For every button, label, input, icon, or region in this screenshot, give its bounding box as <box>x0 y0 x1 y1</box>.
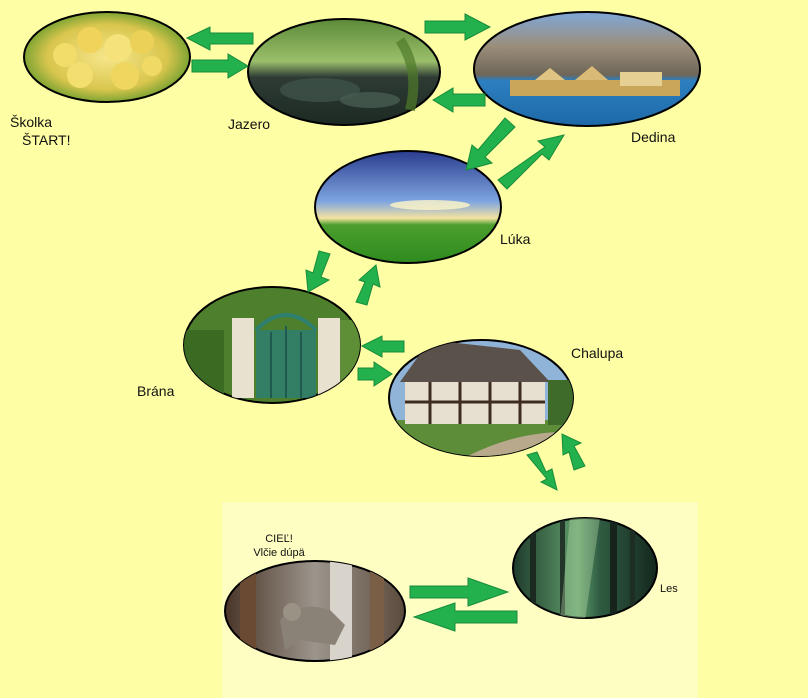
arrow-down-icon <box>305 250 331 293</box>
skolka-label-line1: Školka <box>10 114 53 130</box>
brana-picture <box>183 286 361 404</box>
chalupa-picture <box>388 339 574 457</box>
arrow-left-icon <box>360 335 405 358</box>
skolka-label: Školka ŠTART! <box>10 113 71 149</box>
arrow-up-icon <box>497 134 566 190</box>
arrow-up-icon <box>355 264 381 306</box>
arrow-left-icon <box>412 602 518 632</box>
arrow-right-icon <box>409 577 510 607</box>
arrow-right-icon <box>191 53 249 79</box>
ciel-label-line1: CIEĽ! <box>265 533 293 545</box>
arrow-right-icon <box>357 361 393 387</box>
skolka-picture <box>23 11 191 103</box>
luka-label: Lúka <box>500 231 531 247</box>
les-picture <box>512 517 658 619</box>
skolka-label-line2: ŠTART! <box>22 132 71 148</box>
arrow-down-icon <box>465 117 516 171</box>
dedina-label: Dedina <box>631 129 676 145</box>
jazero-picture <box>247 18 441 126</box>
brana-label: Brána <box>137 383 175 399</box>
ciel-picture <box>224 560 406 662</box>
luka-picture <box>314 150 502 264</box>
ciel-label: CIEĽ! Vlčie dúpä <box>244 532 314 560</box>
arrow-up-icon <box>561 433 586 471</box>
arrow-down-icon <box>526 451 558 491</box>
jazero-label: Jazero <box>228 116 271 132</box>
ciel-label-line2: Vlčie dúpä <box>253 547 305 559</box>
dedina-picture <box>473 11 701 127</box>
arrow-left-icon <box>185 26 254 51</box>
les-label: Les <box>660 583 678 595</box>
chalupa-label: Chalupa <box>571 345 624 361</box>
arrow-left-icon <box>432 87 486 113</box>
arrow-right-icon <box>424 13 492 41</box>
